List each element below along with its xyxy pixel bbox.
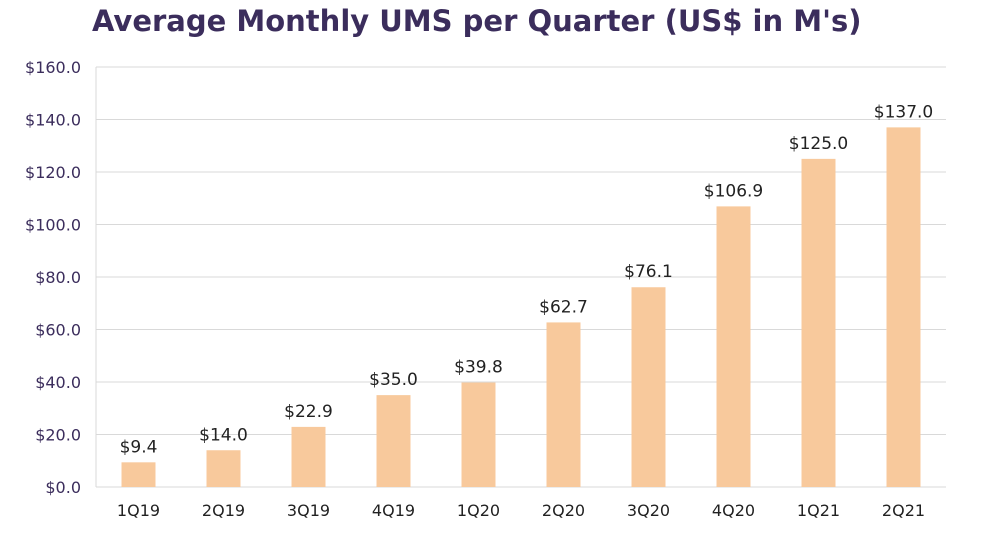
x-tick-label-2Q20: 2Q20 [542, 501, 585, 520]
y-tick-label-100: $100.0 [25, 216, 81, 235]
x-tick-label-3Q19: 3Q19 [287, 501, 330, 520]
bar-2Q21 [886, 127, 921, 487]
x-tick-label-4Q19: 4Q19 [372, 501, 415, 520]
x-tick-label-2Q19: 2Q19 [202, 501, 245, 520]
data-label-1Q19: $9.4 [120, 437, 158, 457]
x-tick-label-1Q21: 1Q21 [797, 501, 840, 520]
data-labels: $9.4 $14.0 $22.9 $35.0 $39.8 $62.7 $76.1 $106.9… [120, 102, 934, 457]
bar-1Q20 [461, 382, 496, 487]
data-label-3Q19: $22.9 [284, 402, 333, 422]
bar-2Q19 [206, 450, 241, 487]
bar-3Q20 [631, 287, 666, 487]
x-axis-tick-labels: 1Q19 2Q19 3Q19 4Q19 1Q20 2Q20 3Q20 4Q20 1Q21 2Q21 [117, 501, 925, 520]
x-tick-label-3Q20: 3Q20 [627, 501, 670, 520]
data-label-3Q20: $76.1 [624, 262, 673, 282]
y-tick-label-160: $160.0 [25, 58, 81, 77]
bars [121, 127, 921, 487]
y-tick-label-20: $20.0 [35, 426, 81, 445]
bar-3Q19 [291, 426, 326, 487]
y-tick-label-60: $60.0 [35, 321, 81, 340]
y-tick-label-40: $40.0 [35, 373, 81, 392]
data-label-2Q21: $137.0 [874, 102, 933, 122]
x-tick-label-4Q20: 4Q20 [712, 501, 755, 520]
x-tick-label-2Q21: 2Q21 [882, 501, 925, 520]
chart-title: Average Monthly UMS per Quarter (US$ in … [92, 4, 862, 38]
data-label-2Q20: $62.7 [539, 297, 588, 317]
data-label-1Q20: $39.8 [454, 358, 503, 378]
y-tick-label-140: $140.0 [25, 111, 81, 130]
y-axis-tick-labels: $0.0 $20.0 $40.0 $60.0 $80.0 $100.0 $120.0 $140… [25, 58, 81, 497]
bar-4Q20 [716, 206, 751, 487]
data-label-4Q19: $35.0 [369, 370, 418, 390]
bar-1Q19 [121, 462, 156, 487]
y-tick-label-80: $80.0 [35, 268, 81, 287]
x-tick-label-1Q20: 1Q20 [457, 501, 500, 520]
bar-4Q19 [376, 395, 411, 487]
y-tick-label-0: $0.0 [45, 478, 81, 497]
y-tick-label-120: $120.0 [25, 163, 81, 182]
data-label-2Q19: $14.0 [199, 425, 248, 445]
bar-2Q20 [546, 322, 581, 487]
x-tick-label-1Q19: 1Q19 [117, 501, 160, 520]
data-label-1Q21: $125.0 [789, 134, 848, 154]
data-label-4Q20: $106.9 [704, 181, 763, 201]
bar-1Q21 [801, 158, 836, 487]
